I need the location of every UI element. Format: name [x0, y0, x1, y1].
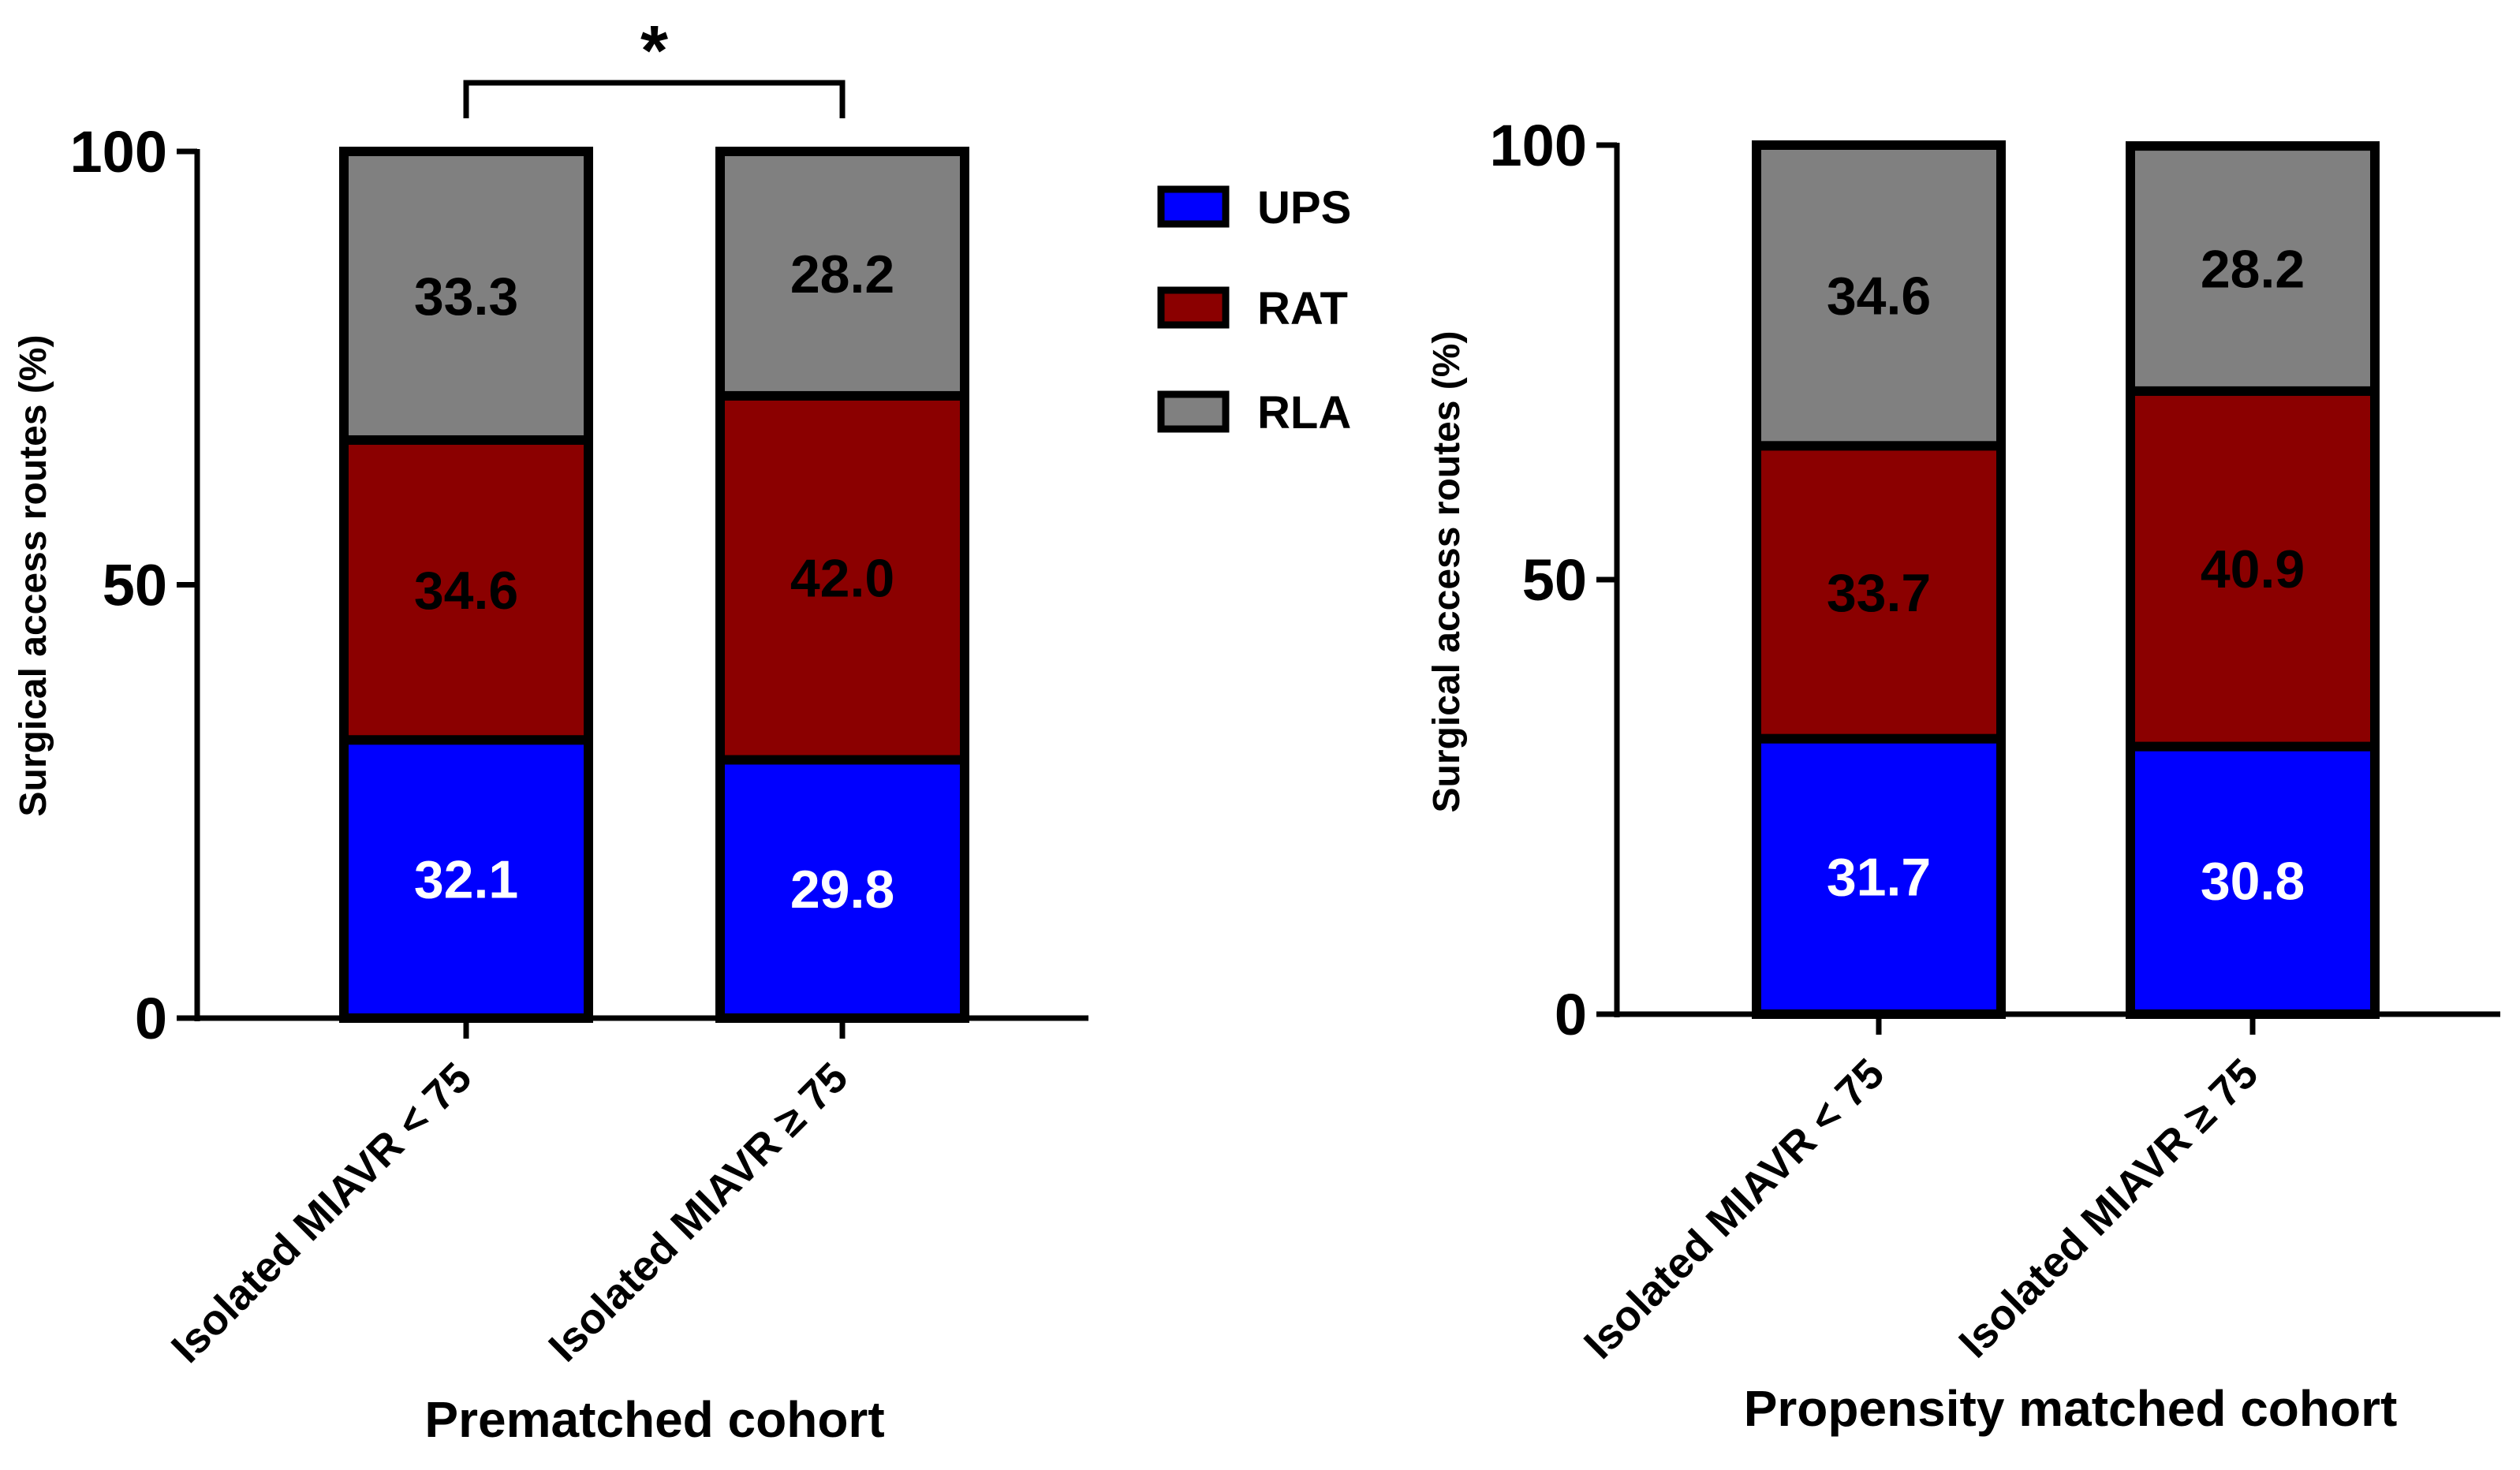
data-label-rat: 33.7: [1827, 563, 1931, 623]
significance-bracket: [463, 80, 846, 118]
bar-segment-rat: [2126, 386, 2380, 752]
bar-segment-rla: [339, 147, 593, 445]
bar-stack-1: 31.7 33.7 34.6: [1752, 140, 2006, 1020]
chart-panel-2: 31.7 33.7 34.6 30.8 40.9 28.2 0 50 100 Isolated M…: [1426, 113, 2500, 1437]
x-tick-label: Isolated MIAVR < 75: [1575, 1050, 1894, 1368]
x-tick-label: Isolated MIAVR < 75: [162, 1054, 481, 1372]
x-tick-label: Isolated MIAVR ≥ 75: [539, 1054, 857, 1371]
y-axis-title: Surgical access routes (%): [13, 335, 54, 817]
legend-label-rat: RAT: [1257, 283, 1348, 334]
bar-segment-rat: [339, 435, 593, 745]
data-label-rat: 42.0: [790, 549, 894, 609]
bar-segment-ups: [2126, 741, 2380, 1019]
legend-item-rla: RLA: [1157, 387, 1351, 438]
y-tick-label: 0: [1555, 982, 1587, 1047]
bar-segment-ups: [715, 755, 969, 1023]
data-label-ups: 31.7: [1827, 847, 1931, 907]
bar-stack-2: 29.8 42.0 28.2: [715, 147, 969, 1023]
bar-stack-2: 30.8 40.9 28.2: [2126, 141, 2380, 1019]
y-tick-label: 50: [1522, 547, 1587, 613]
bar-segment-rla: [1752, 140, 2006, 451]
bar-segment-rat: [1752, 441, 2006, 744]
legend: UPS RAT RLA: [1157, 182, 1351, 438]
data-label-rla: 34.6: [1827, 267, 1931, 326]
y-axis-title: Surgical access routes (%): [1426, 331, 1468, 813]
data-label-rat: 40.9: [2201, 539, 2305, 599]
bar-segment-rla: [2126, 141, 2380, 396]
y-tick-label: 50: [103, 553, 167, 618]
bar-segment-rat: [715, 390, 969, 765]
y-tick-label: 100: [70, 119, 167, 185]
legend-swatch-ups: [1157, 185, 1230, 228]
y-tick-label: 0: [135, 986, 167, 1051]
x-axis-title: Prematched cohort: [424, 1391, 884, 1448]
data-label-ups: 29.8: [790, 860, 894, 920]
data-label-rla: 28.2: [790, 244, 894, 304]
legend-swatch-rat: [1157, 286, 1230, 329]
y-tick-label: 100: [1490, 113, 1587, 178]
chart-panel-1: 32.1 34.6 33.3 29.8 42.0 28.2 0 50 100 Isolated M…: [13, 12, 1088, 1448]
legend-item-ups: UPS: [1157, 182, 1351, 233]
data-label-rla: 28.2: [2201, 239, 2305, 299]
legend-item-rat: RAT: [1157, 283, 1348, 334]
bar-segment-ups: [339, 735, 593, 1023]
bar-stack-1: 32.1 34.6 33.3: [339, 147, 593, 1023]
data-label-rla: 33.3: [414, 267, 518, 326]
data-label-ups: 30.8: [2201, 851, 2305, 911]
legend-label-ups: UPS: [1257, 182, 1351, 233]
data-label-ups: 32.1: [414, 850, 518, 910]
bar-segment-rla: [715, 147, 969, 401]
x-axis-title: Propensity matched cohort: [1744, 1380, 2398, 1437]
x-tick-label: Isolated MIAVR ≥ 75: [1950, 1050, 2267, 1367]
legend-label-rla: RLA: [1257, 387, 1351, 438]
significance-star: *: [640, 12, 668, 91]
legend-swatch-rla: [1157, 390, 1230, 433]
data-label-rat: 34.6: [414, 561, 518, 621]
